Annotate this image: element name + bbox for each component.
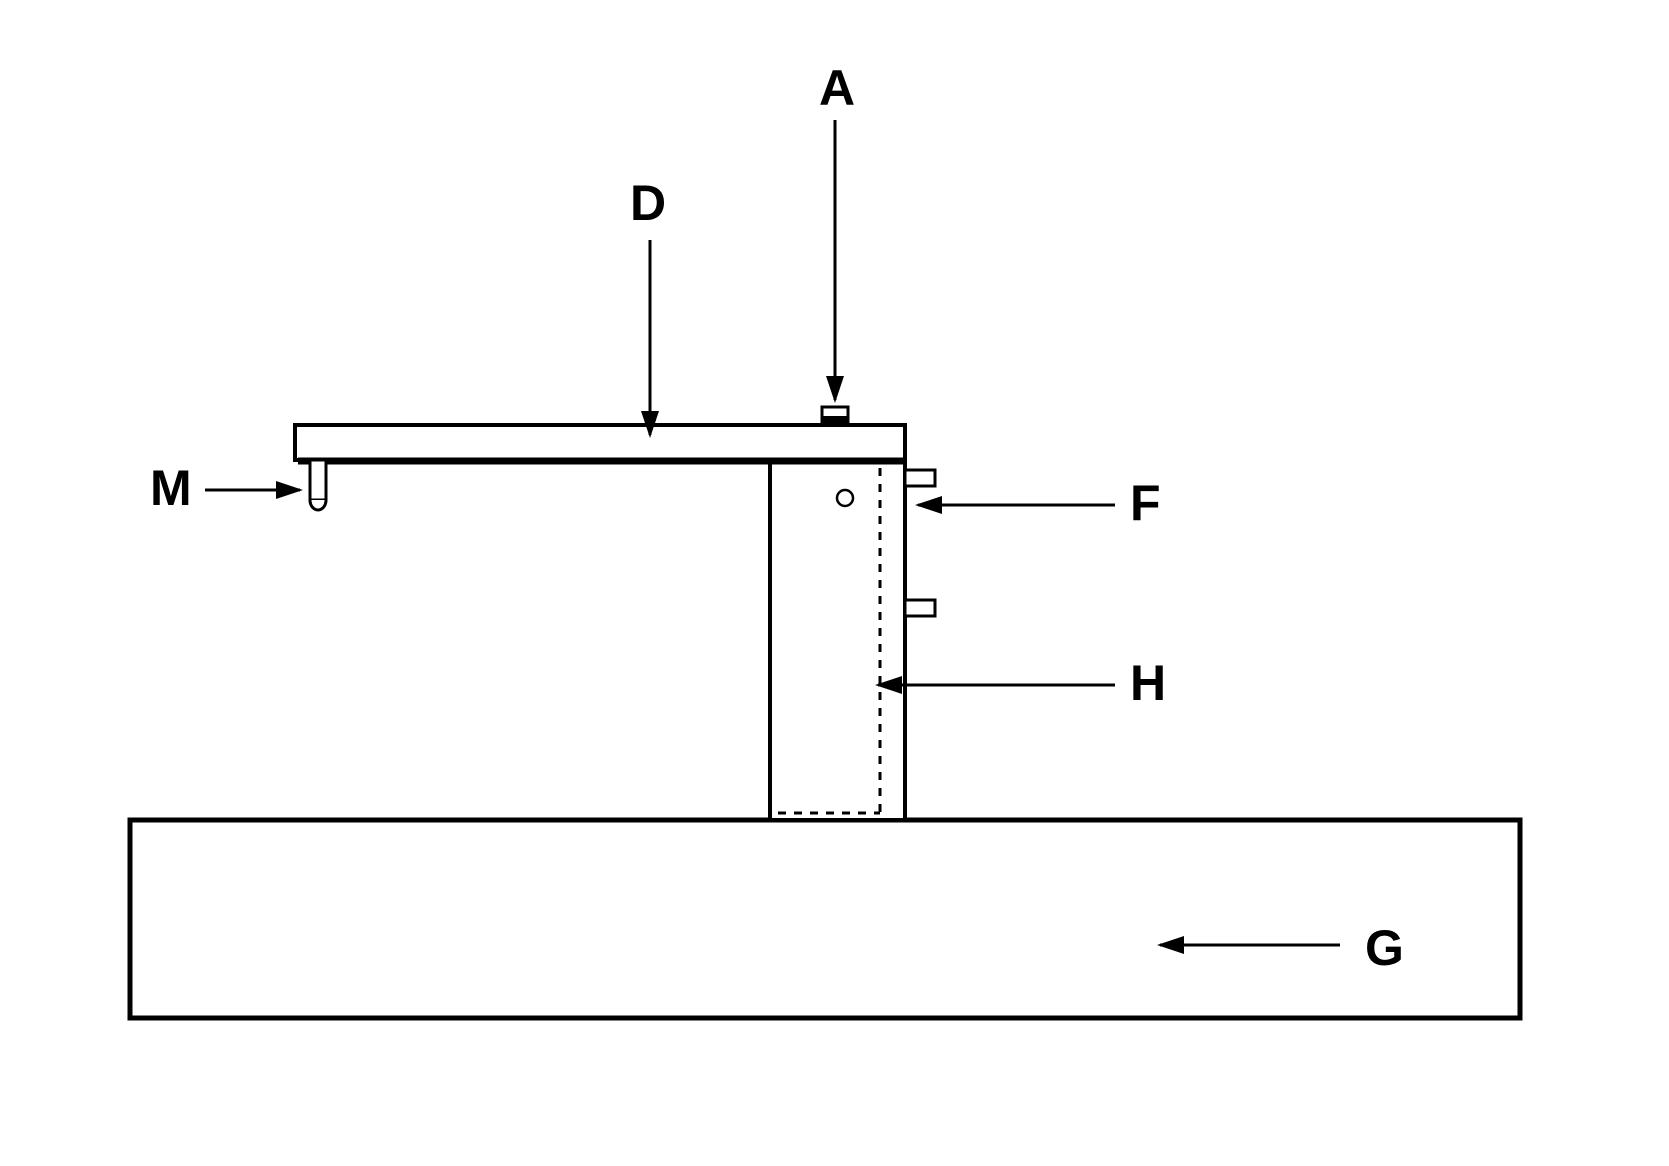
top-small-fill <box>822 416 848 426</box>
tab-lower <box>905 600 935 616</box>
hanging-rect-m <box>310 460 326 500</box>
tab-upper <box>905 470 935 486</box>
label-d: D <box>630 175 666 231</box>
label-m: M <box>150 460 192 516</box>
column-rect-h <box>770 460 905 820</box>
base-rect-g <box>130 820 1520 1018</box>
horizontal-bar-d <box>295 425 905 460</box>
label-g: G <box>1365 920 1404 976</box>
label-a: A <box>819 60 855 116</box>
technical-diagram: A D M F H G <box>0 0 1669 1166</box>
hanging-arc-m <box>310 500 326 510</box>
label-f: F <box>1130 475 1161 531</box>
label-h: H <box>1130 655 1166 711</box>
